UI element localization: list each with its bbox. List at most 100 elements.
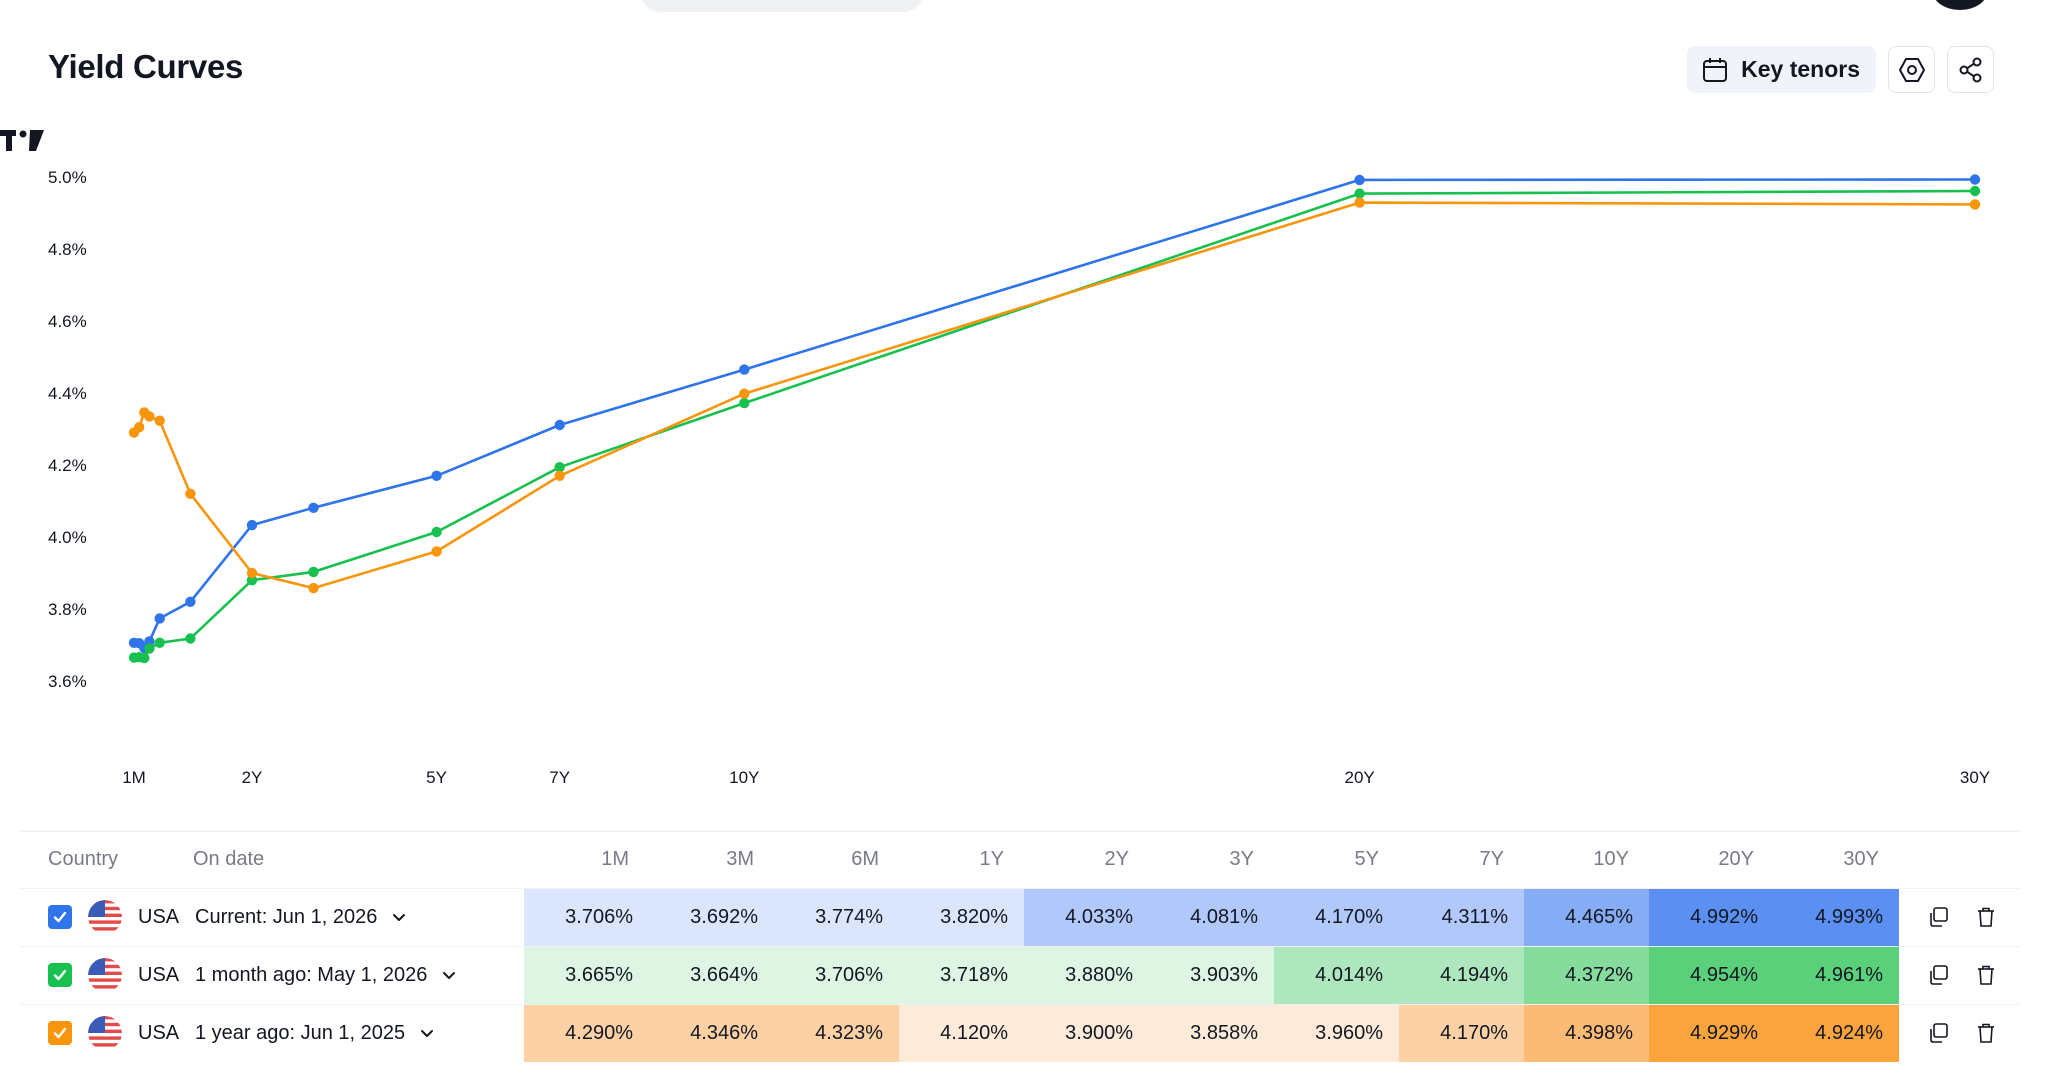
- header-search-bar[interactable]: [640, 0, 924, 12]
- yield-value-cell: 4.081%: [1149, 887, 1274, 946]
- series-point: [739, 364, 750, 375]
- chevron-down-icon: [393, 914, 406, 921]
- on-date-cell[interactable]: Current: Jun 1, 2026: [193, 887, 524, 946]
- row-visibility-checkbox[interactable]: [48, 963, 72, 987]
- on-date-cell[interactable]: 1 month ago: May 1, 2026: [193, 945, 524, 1004]
- chart-settings-button[interactable]: [1888, 46, 1935, 93]
- row-visibility-checkbox[interactable]: [48, 1021, 72, 1046]
- x-tick-label: 20Y: [1345, 768, 1375, 787]
- page-title: Yield Curves: [48, 48, 244, 85]
- share-button[interactable]: [1947, 46, 1994, 93]
- yield-value-cell: 4.993%: [1774, 887, 1899, 946]
- yield-value-cell: 3.858%: [1149, 1003, 1274, 1062]
- series-point: [554, 419, 565, 431]
- yield-value-cell: 4.170%: [1274, 887, 1399, 946]
- yield-curve-plot[interactable]: 5.0% 4.8% 4.6% 4.4% 4.2% 4.0% 3.8% 3.6% 1M 2Y 5Y 7Y…: [0, 130, 2048, 800]
- series-point: [1969, 174, 1981, 185]
- yield-value-cell: 4.170%: [1399, 1003, 1524, 1062]
- yield-value-cell: 4.323%: [774, 1003, 899, 1062]
- tenor-header-2y[interactable]: 2Y: [1104, 848, 1129, 871]
- series-point: [154, 637, 165, 648]
- yield-value-cell: 4.924%: [1774, 1003, 1899, 1062]
- chevron-down-icon: [443, 972, 456, 979]
- series-point: [1354, 197, 1365, 208]
- yield-value-cell: 3.880%: [1024, 945, 1149, 1004]
- y-tick-label: 4.6%: [48, 312, 87, 331]
- avatar[interactable]: [1932, 0, 1988, 10]
- tenor-header-30y[interactable]: 30Y: [1843, 848, 1879, 871]
- series-point: [185, 596, 196, 607]
- series-line: [133, 201, 1976, 590]
- row-visibility-checkbox[interactable]: [48, 905, 72, 929]
- tenor-header-20y[interactable]: 20Y: [1718, 848, 1754, 871]
- series-point: [144, 636, 155, 647]
- series-point: [134, 422, 145, 433]
- checkmark-icon: [53, 1028, 67, 1039]
- tenor-header-3m[interactable]: 3M: [726, 848, 754, 871]
- x-tick-label: 1M: [122, 768, 146, 787]
- tenor-header-3y[interactable]: 3Y: [1229, 848, 1254, 871]
- table-row[interactable]: USA 1 year ago: Jun 1, 2025 4.290% 4.346% 4.…: [20, 1003, 2020, 1062]
- x-tick-label: 10Y: [729, 768, 759, 787]
- yield-value-cell: 3.692%: [649, 887, 774, 946]
- series-point: [1354, 174, 1365, 186]
- table-row[interactable]: USA 1 month ago: May 1, 2026 3.665% 3.664% 3…: [20, 945, 2020, 1004]
- yield-value-cell: 3.665%: [524, 945, 649, 1004]
- y-tick-label: 5.0%: [48, 168, 87, 187]
- usa-flag-icon: [88, 900, 122, 934]
- copy-icon: [1930, 907, 1948, 927]
- x-tick-label: 2Y: [242, 768, 263, 787]
- tenor-header-7y[interactable]: 7Y: [1479, 848, 1504, 871]
- trash-icon: [1978, 907, 1994, 927]
- date-label: Current: Jun 1, 2026: [195, 905, 378, 928]
- yield-curve-chart[interactable]: 5.0% 4.8% 4.6% 4.4% 4.2% 4.0% 3.8% 3.6% 1M 2Y 5Y 7Y…: [0, 130, 2048, 800]
- country-header[interactable]: Country: [48, 848, 119, 871]
- on-date-header[interactable]: On date: [193, 848, 265, 871]
- tenor-header-10y[interactable]: 10Y: [1593, 848, 1629, 871]
- yield-value-cell: 4.311%: [1399, 887, 1524, 946]
- yield-value-cell: 4.398%: [1524, 1003, 1649, 1062]
- y-tick-label: 4.2%: [48, 456, 87, 475]
- date-selector[interactable]: 1 month ago: May 1, 2026: [193, 964, 524, 987]
- table-row[interactable]: USA Current: Jun 1, 2026 3.706% 3.692% 3.774…: [20, 887, 2020, 946]
- copy-row-button[interactable]: [1927, 1022, 1949, 1044]
- yield-value-cell: 3.960%: [1274, 1003, 1399, 1062]
- series-point: [1969, 199, 1981, 210]
- chevron-down-icon: [421, 1030, 434, 1038]
- yield-value-cell: 3.820%: [899, 887, 1024, 946]
- series-point: [185, 633, 196, 644]
- tenor-header-6m[interactable]: 6M: [851, 848, 879, 871]
- on-date-cell[interactable]: 1 year ago: Jun 1, 2025: [193, 1003, 524, 1062]
- series-point: [308, 582, 319, 594]
- country-cell: USA: [20, 1003, 193, 1062]
- yield-value-cell: 4.465%: [1524, 887, 1649, 946]
- chart-table-divider: [20, 830, 2020, 832]
- series-point: [246, 567, 258, 579]
- series-point: [554, 462, 565, 473]
- series-line: [133, 178, 1976, 650]
- delete-row-button[interactable]: [1975, 906, 1997, 928]
- delete-row-button[interactable]: [1975, 964, 1997, 986]
- y-tick-label: 3.8%: [48, 600, 87, 619]
- date-selector[interactable]: 1 year ago: Jun 1, 2025: [193, 1022, 524, 1045]
- calendar-icon: [1703, 57, 1728, 82]
- series-point: [246, 575, 258, 586]
- trash-icon: [1978, 965, 1994, 985]
- tenor-header-1m[interactable]: 1M: [601, 848, 629, 871]
- date-selector[interactable]: Current: Jun 1, 2026: [193, 906, 524, 929]
- series-point: [739, 397, 750, 409]
- key-tenors-button[interactable]: Key tenors: [1687, 46, 1876, 93]
- yield-value-cell: 3.664%: [649, 945, 774, 1004]
- series-point: [246, 519, 258, 531]
- x-tick-label: 5Y: [426, 768, 447, 787]
- delete-row-button[interactable]: [1975, 1022, 1997, 1044]
- tenor-header-5y[interactable]: 5Y: [1354, 848, 1379, 871]
- copy-row-button[interactable]: [1927, 964, 1949, 986]
- actions-header: [1899, 832, 2020, 888]
- copy-row-button[interactable]: [1927, 906, 1949, 928]
- tenor-header-1y[interactable]: 1Y: [979, 848, 1004, 871]
- checkmark-icon: [53, 911, 67, 923]
- checkmark-icon: [53, 969, 67, 981]
- chart-toolbar: Key tenors: [1687, 46, 1994, 93]
